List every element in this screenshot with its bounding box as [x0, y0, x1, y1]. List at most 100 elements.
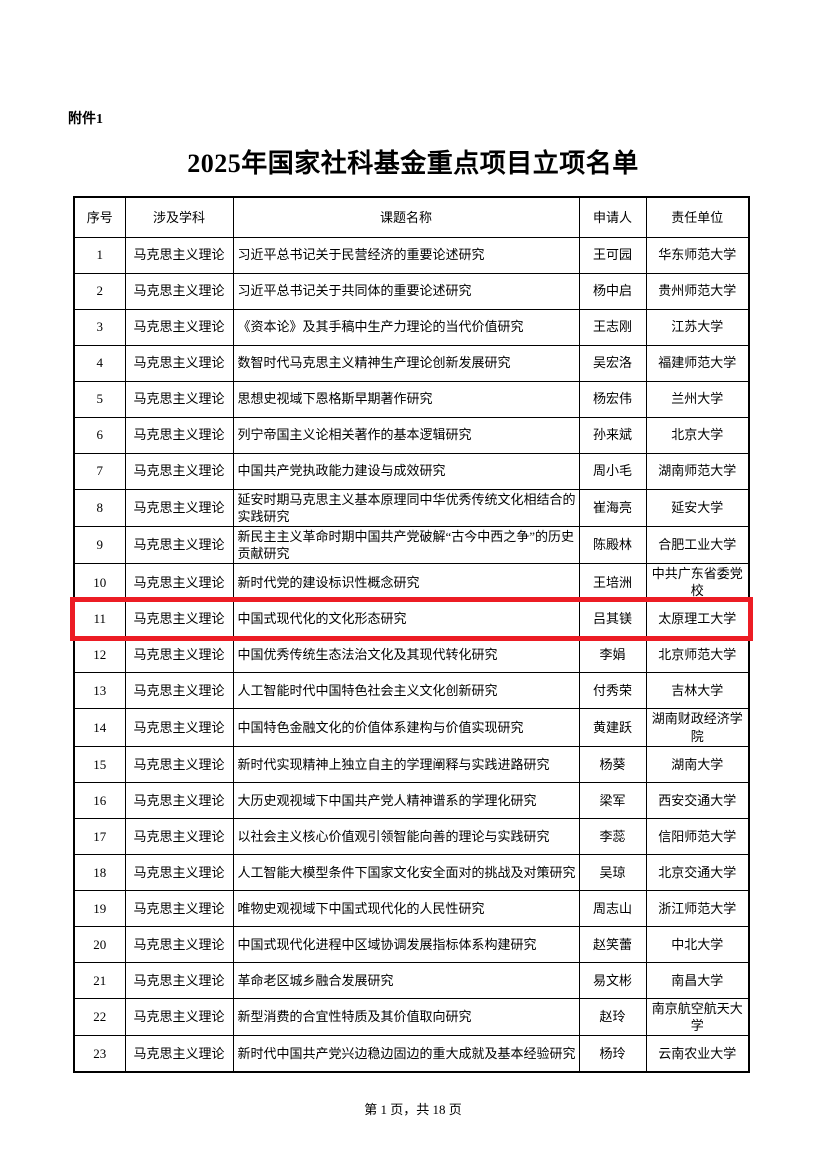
header-row: 序号 涉及学科 课题名称 申请人 责任单位 [73, 196, 750, 238]
cell-title: 新时代党的建设标识性概念研究 [232, 563, 580, 602]
header-no: 序号 [73, 196, 126, 238]
header-unit: 责任单位 [645, 196, 750, 238]
table-row: 14 马克思主义理论 中国特色金融文化的价值体系建构与价值实现研究 黄建跃 湖南财政经济… [73, 708, 750, 747]
table-row: 19 马克思主义理论 唯物史观视域下中国式现代化的人民性研究 周志山 浙江师范大学 [73, 889, 750, 927]
cell-no: 17 [73, 817, 126, 855]
cell-title: 中国特色金融文化的价值体系建构与价值实现研究 [232, 708, 580, 747]
cell-unit: 浙江师范大学 [645, 889, 750, 927]
table-row: 5 马克思主义理论 思想史视域下恩格斯早期著作研究 杨宏伟 兰州大学 [73, 380, 750, 418]
cell-no: 16 [73, 781, 126, 819]
cell-applicant: 赵玲 [578, 997, 647, 1037]
attachment-label: 附件1 [68, 112, 103, 127]
cell-applicant: 王志刚 [578, 308, 647, 346]
cell-title: 人工智能时代中国特色社会主义文化创新研究 [232, 672, 580, 710]
table-row: 9 马克思主义理论 新民主主义革命时期中国共产党破解“古今中西之争”的历史贡献研究陈… [73, 525, 750, 565]
cell-unit: 北京大学 [645, 416, 750, 454]
table-row: 1 马克思主义理论 习近平总书记关于民营经济的重要论述研究 王可园 华东师范大学 [73, 236, 750, 274]
cell-title: 新型消费的合宜性特质及其价值取向研究 [232, 997, 580, 1037]
cell-applicant: 杨中启 [578, 272, 647, 310]
cell-title: 中国式现代化的文化形态研究 [232, 600, 580, 638]
cell-applicant: 崔海亮 [578, 488, 647, 527]
page-footer: 第 1 页，共 18 页 [364, 1102, 462, 1117]
cell-discipline: 马克思主义理论 [124, 452, 234, 490]
cell-discipline: 马克思主义理论 [124, 416, 234, 454]
cell-no: 2 [73, 272, 126, 310]
cell-discipline: 马克思主义理论 [124, 563, 234, 602]
cell-title: 《资本论》及其手稿中生产力理论的当代价值研究 [232, 308, 580, 346]
cell-applicant: 吕其镁 [578, 600, 647, 638]
cell-discipline: 马克思主义理论 [124, 308, 234, 346]
cell-discipline: 马克思主义理论 [124, 380, 234, 418]
cell-discipline: 马克思主义理论 [124, 961, 234, 999]
table-row-highlighted: 11 马克思主义理论 中国式现代化的文化形态研究 吕其镁 太原理工大学 [70, 596, 753, 641]
cell-applicant: 陈殿林 [578, 525, 647, 565]
table-row: 12 马克思主义理论 中国优秀传统生态法治文化及其现代转化研究 李娟 北京师范大学 [73, 636, 750, 674]
cell-discipline: 马克思主义理论 [124, 889, 234, 927]
cell-no: 10 [73, 563, 126, 602]
table-row: 3 马克思主义理论 《资本论》及其手稿中生产力理论的当代价值研究 王志刚 江苏大学 [73, 308, 750, 346]
cell-no: 4 [73, 344, 126, 382]
cell-no: 21 [73, 961, 126, 999]
cell-discipline: 马克思主义理论 [124, 600, 234, 638]
cell-discipline: 马克思主义理论 [124, 636, 234, 674]
table-row: 17 马克思主义理论 以社会主义核心价值观引领智能向善的理论与实践研究 李蕊 信阳师范大… [73, 817, 750, 855]
cell-no: 12 [73, 636, 126, 674]
cell-no: 18 [73, 853, 126, 891]
cell-discipline: 马克思主义理论 [124, 236, 234, 274]
cell-title: 新民主主义革命时期中国共产党破解“古今中西之争”的历史贡献研究 [232, 525, 580, 565]
cell-discipline: 马克思主义理论 [124, 672, 234, 710]
cell-unit: 信阳师范大学 [645, 817, 750, 855]
table-row: 21 马克思主义理论 革命老区城乡融合发展研究 易文彬 南昌大学 [73, 961, 750, 999]
table-header: 序号 涉及学科 课题名称 申请人 责任单位 [73, 196, 750, 238]
table-row: 20 马克思主义理论 中国式现代化进程中区域协调发展指标体系构建研究 赵笑蕾 中北大学 [73, 925, 750, 963]
cell-discipline: 马克思主义理论 [124, 925, 234, 963]
cell-no: 20 [73, 925, 126, 963]
cell-no: 7 [73, 452, 126, 490]
cell-no: 3 [73, 308, 126, 346]
cell-no: 5 [73, 380, 126, 418]
cell-applicant: 梁军 [578, 781, 647, 819]
cell-unit: 湖南大学 [645, 745, 750, 783]
cell-unit: 吉林大学 [645, 672, 750, 710]
cell-no: 6 [73, 416, 126, 454]
cell-unit: 南昌大学 [645, 961, 750, 999]
cell-no: 9 [73, 525, 126, 565]
cell-title: 新时代实现精神上独立自主的学理阐释与实践进路研究 [232, 745, 580, 783]
cell-title: 革命老区城乡融合发展研究 [232, 961, 580, 999]
cell-title: 唯物史观视域下中国式现代化的人民性研究 [232, 889, 580, 927]
projects-table: 序号 涉及学科 课题名称 申请人 责任单位 1 马克思主义理论 习近平总书记关于民营… [70, 196, 753, 1073]
cell-title: 以社会主义核心价值观引领智能向善的理论与实践研究 [232, 817, 580, 855]
page-title: 2025年国家社科基金重点项目立项名单 [187, 149, 639, 178]
cell-unit: 湖南师范大学 [645, 452, 750, 490]
cell-discipline: 马克思主义理论 [124, 781, 234, 819]
cell-discipline: 马克思主义理论 [124, 272, 234, 310]
cell-title: 数智时代马克思主义精神生产理论创新发展研究 [232, 344, 580, 382]
cell-no: 8 [73, 488, 126, 527]
cell-title: 中国优秀传统生态法治文化及其现代转化研究 [232, 636, 580, 674]
cell-unit: 中北大学 [645, 925, 750, 963]
cell-discipline: 马克思主义理论 [124, 853, 234, 891]
cell-no: 23 [73, 1035, 126, 1073]
cell-title: 人工智能大模型条件下国家文化安全面对的挑战及对策研究 [232, 853, 580, 891]
cell-applicant: 吴琼 [578, 853, 647, 891]
cell-applicant: 吴宏洛 [578, 344, 647, 382]
cell-applicant: 杨葵 [578, 745, 647, 783]
cell-applicant: 付秀荣 [578, 672, 647, 710]
cell-unit: 太原理工大学 [645, 600, 750, 638]
table-row: 22 马克思主义理论 新型消费的合宜性特质及其价值取向研究 赵玲 南京航空航天大学 [73, 997, 750, 1037]
cell-discipline: 马克思主义理论 [124, 997, 234, 1037]
table-row: 7 马克思主义理论 中国共产党执政能力建设与成效研究 周小毛 湖南师范大学 [73, 452, 750, 490]
cell-unit: 贵州师范大学 [645, 272, 750, 310]
cell-discipline: 马克思主义理论 [124, 344, 234, 382]
cell-discipline: 马克思主义理论 [124, 1035, 234, 1073]
cell-discipline: 马克思主义理论 [124, 817, 234, 855]
cell-applicant: 杨玲 [578, 1035, 647, 1073]
cell-no: 19 [73, 889, 126, 927]
table-row: 13 马克思主义理论 人工智能时代中国特色社会主义文化创新研究 付秀荣 吉林大学 [73, 672, 750, 710]
table-row: 6 马克思主义理论 列宁帝国主义论相关著作的基本逻辑研究 孙来斌 北京大学 [73, 416, 750, 454]
cell-discipline: 马克思主义理论 [124, 488, 234, 527]
cell-discipline: 马克思主义理论 [124, 708, 234, 747]
cell-applicant: 孙来斌 [578, 416, 647, 454]
cell-no: 15 [73, 745, 126, 783]
